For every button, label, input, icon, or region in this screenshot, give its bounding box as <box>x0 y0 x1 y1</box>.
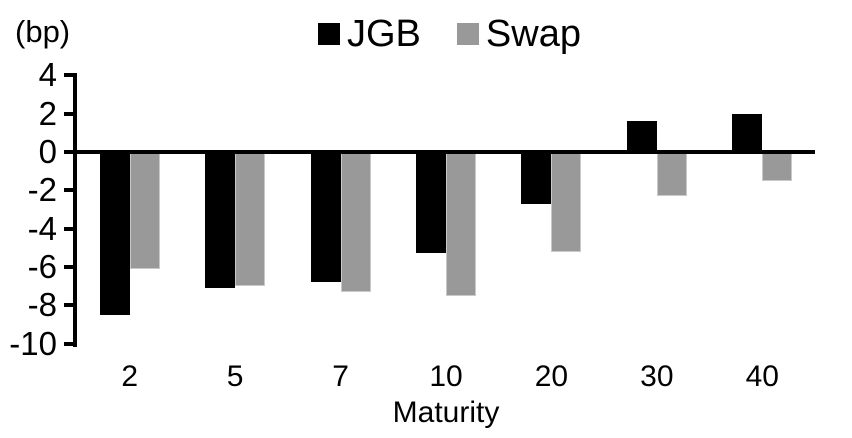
bar-swap-5 <box>235 152 266 287</box>
swap-legend-label: Swap <box>485 13 581 55</box>
y-tick-label: -6 <box>27 247 57 285</box>
jgb-legend-swatch <box>318 23 340 45</box>
bar-swap-40 <box>762 152 793 181</box>
y-tick-label: 0 <box>38 133 57 170</box>
bar-swap-7 <box>340 152 371 292</box>
y-tick-mark <box>64 264 77 269</box>
x-tick-label-10: 10 <box>429 360 463 393</box>
y-tick-mark <box>64 150 77 154</box>
bar-jgb-40 <box>732 113 763 152</box>
x-axis-title: Maturity <box>392 396 500 429</box>
bar-swap-30 <box>656 152 687 197</box>
bar-jgb-20 <box>521 152 552 204</box>
bar-swap-2 <box>129 152 160 269</box>
x-tick-label-40: 40 <box>745 360 779 393</box>
y-tick-label: -8 <box>27 286 57 324</box>
y-tick-mark <box>64 226 77 231</box>
bar-jgb-7 <box>310 152 341 283</box>
y-tick-mark <box>64 73 77 78</box>
bar-jgb-5 <box>205 152 236 288</box>
bar-jgb-2 <box>99 152 130 315</box>
bar-swap-20 <box>551 152 582 252</box>
jgb-legend-label: JGB <box>347 13 421 55</box>
y-tick-mark <box>64 341 77 346</box>
y-tick-label: 2 <box>38 94 57 132</box>
bar-jgb-10 <box>416 152 446 254</box>
zero-baseline <box>73 150 815 154</box>
y-tick-label: 4 <box>38 56 57 94</box>
y-tick-label: -4 <box>27 209 57 247</box>
x-tick-label-30: 30 <box>640 360 674 393</box>
bar-jgb-30 <box>626 121 657 152</box>
x-tick-label-2: 2 <box>121 360 139 393</box>
chart-legend: JGB Swap <box>318 14 581 54</box>
y-tick-label: -2 <box>27 171 57 209</box>
y-tick-mark <box>64 111 77 116</box>
y-tick-label: -10 <box>9 324 57 362</box>
legend-item-jgb: JGB <box>318 14 421 54</box>
x-tick-label-20: 20 <box>534 360 569 393</box>
y-tick-mark <box>64 303 77 308</box>
legend-item-swap: Swap <box>456 13 581 55</box>
swap-legend-swatch <box>456 23 479 45</box>
y-axis-unit-label: (bp) <box>15 14 71 49</box>
bar-swap-10 <box>446 152 476 296</box>
x-tick-label-5: 5 <box>226 360 244 393</box>
x-tick-label-7: 7 <box>332 360 349 393</box>
y-tick-mark <box>64 188 77 193</box>
y-axis-line <box>73 73 77 348</box>
